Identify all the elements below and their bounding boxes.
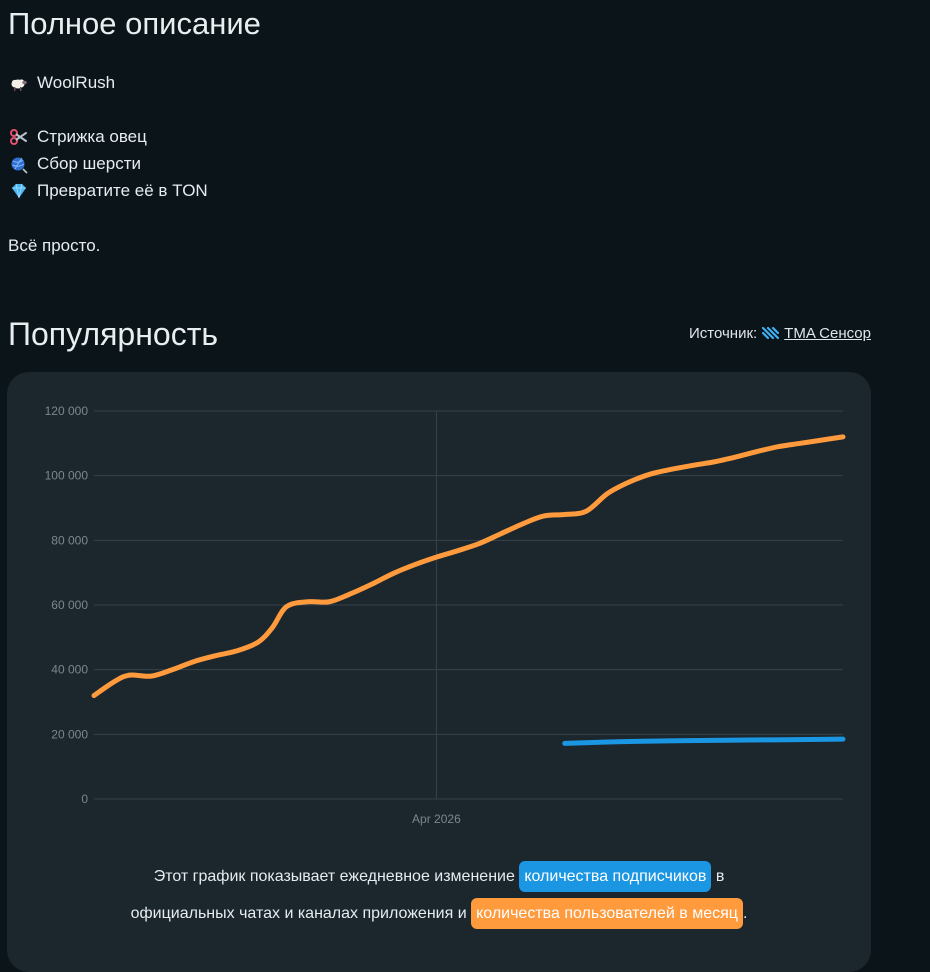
x-tick-label: Apr 2026 — [412, 812, 461, 826]
y-tick-label: 80 000 — [51, 533, 88, 547]
sheep-icon — [11, 79, 27, 91]
source-line: Источник: TMA Сенсор — [689, 325, 871, 342]
popularity-chart-card: 0 20 000 40 000 60 000 80 000 100 000 120 000 A… — [7, 372, 871, 972]
popularity-chart: 0 20 000 40 000 60 000 80 000 100 000 120 000 A… — [45, 404, 846, 826]
popularity-title: Популярность — [8, 316, 219, 352]
description-title: Полное описание — [8, 6, 261, 41]
source-link[interactable]: TMA Сенсор — [784, 325, 871, 342]
monthly-users-legend-pill[interactable]: количества пользователей в месяц — [471, 898, 743, 929]
y-tick-label: 120 000 — [45, 404, 89, 418]
app-name-line: WoolRush — [9, 73, 115, 93]
footer-text: Всё просто. — [8, 236, 101, 255]
feature-item: Стрижка овец — [9, 127, 147, 147]
tma-sensor-logo-icon — [762, 326, 780, 340]
caption-text: . — [742, 905, 748, 922]
yarn-icon — [11, 157, 28, 174]
caption-text: официальных чатах и каналах приложения и — [130, 905, 467, 922]
subscribers-series-line — [562, 736, 846, 746]
scissors-icon — [10, 129, 27, 145]
source-label: Источник: — [688, 325, 758, 342]
y-tick-label: 0 — [81, 792, 88, 806]
monthly-users-series-line — [91, 434, 846, 699]
feature-label: Сбор шерсти — [37, 154, 141, 173]
y-tick-label: 40 000 — [51, 663, 88, 677]
feature-item: Сбор шерсти — [9, 154, 141, 174]
y-tick-label: 20 000 — [51, 727, 88, 741]
caption-text: в — [715, 868, 725, 885]
feature-label: Стрижка овец — [37, 127, 147, 146]
subscribers-legend-pill[interactable]: количества подписчиков — [519, 861, 712, 892]
feature-item: Превратите её в TON — [9, 181, 208, 201]
y-tick-label: 60 000 — [51, 598, 88, 612]
gem-icon — [12, 183, 26, 199]
feature-label: Превратите её в TON — [37, 181, 208, 200]
y-tick-label: 100 000 — [45, 469, 89, 483]
description-footer: Всё просто. — [8, 236, 100, 256]
chart-caption: Этот график показывает ежедневное измене… — [7, 858, 871, 932]
app-name: WoolRush — [37, 73, 116, 92]
caption-text: Этот график показывает ежедневное измене… — [153, 868, 515, 885]
